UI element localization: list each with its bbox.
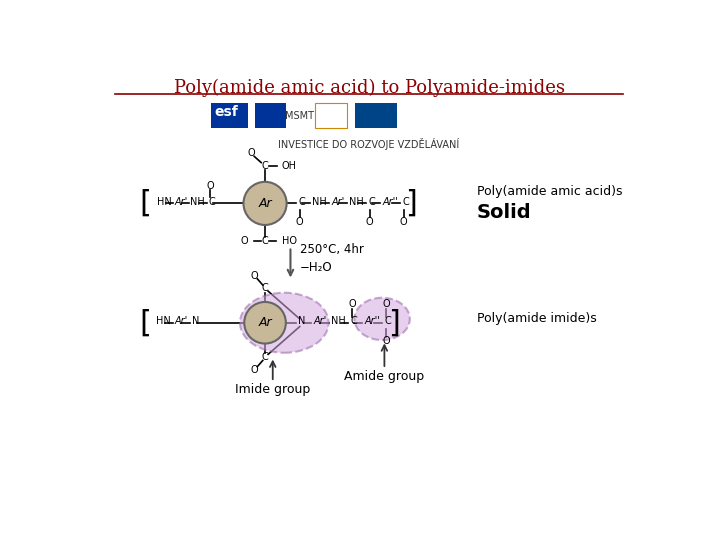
Text: O: O <box>348 299 356 309</box>
Text: C: C <box>351 316 357 326</box>
Text: Poly(amide imide)s: Poly(amide imide)s <box>477 313 597 326</box>
Text: Ar': Ar' <box>174 197 187 207</box>
Text: Ar': Ar' <box>314 316 327 326</box>
FancyBboxPatch shape <box>315 103 348 128</box>
Text: 250°C, 4hr
−H₂O: 250°C, 4hr −H₂O <box>300 242 364 274</box>
Text: Ar': Ar' <box>174 316 187 326</box>
Text: N: N <box>192 316 199 326</box>
Text: O: O <box>400 217 408 227</box>
Text: Imide group: Imide group <box>235 383 310 396</box>
Circle shape <box>243 182 287 225</box>
Ellipse shape <box>240 293 328 353</box>
Text: C: C <box>298 197 305 207</box>
Text: O: O <box>248 148 255 158</box>
Text: INVESTICE DO ROZVOJE VZDĚLÁVANÍ: INVESTICE DO ROZVOJE VZDĚLÁVANÍ <box>279 138 459 150</box>
Text: Poly(amide amic acid) to Polyamide-imides: Poly(amide amic acid) to Polyamide-imide… <box>174 79 564 97</box>
Text: esf: esf <box>215 105 238 119</box>
Text: ]: ] <box>405 189 418 218</box>
Text: Ar'': Ar'' <box>364 316 380 326</box>
Text: Ar: Ar <box>258 316 272 329</box>
Text: C: C <box>261 353 269 362</box>
Text: O: O <box>251 271 258 281</box>
Text: [: [ <box>140 308 152 338</box>
Text: ]: ] <box>387 308 400 338</box>
Text: C: C <box>209 197 215 207</box>
Text: O: O <box>207 181 214 191</box>
Text: O: O <box>366 217 374 227</box>
Text: HO: HO <box>282 236 297 246</box>
Text: Ar: Ar <box>258 197 272 210</box>
Text: OH: OH <box>282 161 297 171</box>
Text: Poly(amide amic acid)s: Poly(amide amic acid)s <box>477 185 622 198</box>
Text: C: C <box>384 316 391 326</box>
Text: C: C <box>261 236 269 246</box>
Text: C: C <box>402 197 409 207</box>
Circle shape <box>244 302 286 343</box>
Text: C: C <box>261 283 269 293</box>
Text: Ar'': Ar'' <box>382 197 398 207</box>
Text: Amide group: Amide group <box>344 370 425 383</box>
Text: N: N <box>298 316 305 326</box>
Text: Solid: Solid <box>477 203 531 222</box>
Text: O: O <box>240 236 248 246</box>
Ellipse shape <box>354 298 410 340</box>
Text: HN: HN <box>156 316 171 326</box>
FancyBboxPatch shape <box>255 103 286 128</box>
Text: O: O <box>382 336 390 346</box>
Text: C: C <box>368 197 375 207</box>
Text: Ar': Ar' <box>331 197 344 207</box>
Text: NH: NH <box>331 316 346 326</box>
Text: O: O <box>251 364 258 375</box>
Text: MSMT: MSMT <box>285 111 314 120</box>
Text: NH: NH <box>349 197 364 207</box>
Text: O: O <box>296 217 304 227</box>
Text: NH: NH <box>312 197 327 207</box>
Text: [: [ <box>140 189 152 218</box>
Text: C: C <box>261 161 269 171</box>
Text: NH: NH <box>190 197 205 207</box>
FancyBboxPatch shape <box>211 103 248 128</box>
FancyBboxPatch shape <box>355 103 397 128</box>
Text: HN: HN <box>157 197 172 207</box>
Text: O: O <box>382 299 390 309</box>
